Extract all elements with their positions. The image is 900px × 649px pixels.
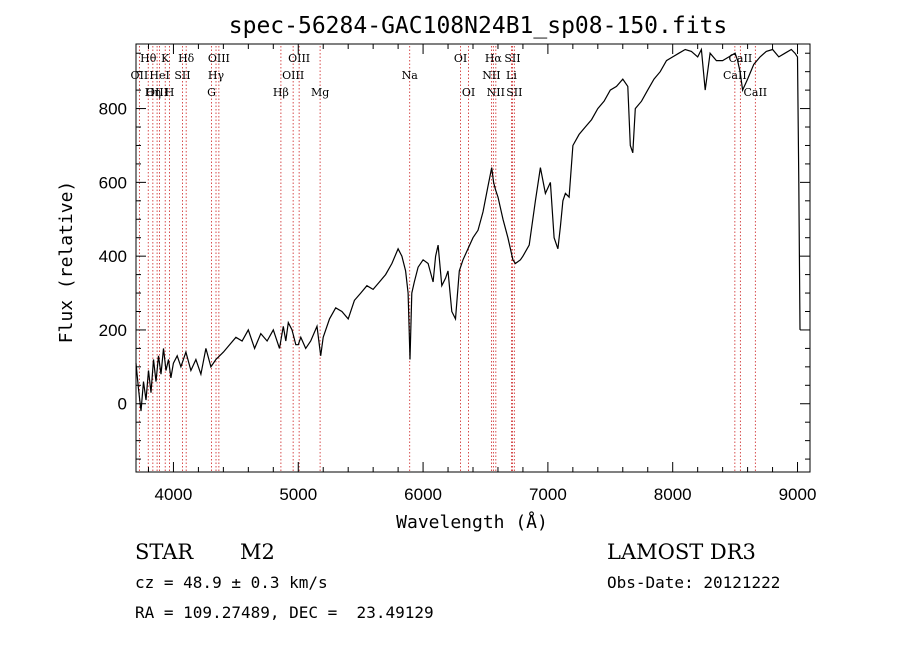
y-tick-label: 200 — [99, 321, 127, 340]
y-tick-label: 0 — [118, 395, 127, 414]
line-label: Hβ — [273, 86, 289, 99]
line-label: HeI — [149, 69, 169, 82]
line-label: G — [207, 86, 216, 99]
object-subclass: M2 — [240, 540, 275, 564]
chart-title: spec-56284-GAC108N24B1_sp08-150.fits — [229, 13, 728, 39]
line-label: NII — [482, 69, 500, 82]
line-label: OIII — [208, 52, 230, 65]
line-label: Na — [402, 69, 419, 82]
y-tick-label: 600 — [99, 173, 127, 192]
line-label: OI — [454, 52, 467, 65]
x-tick-label: 6000 — [404, 485, 442, 504]
line-label: OIII — [282, 69, 304, 82]
axis-ticks: 4000 5000 6000 7000 8000 9000 0 200 400 600 800 — [99, 44, 817, 504]
coordinates: RA = 109.27489, DEC = 23.49129 — [135, 603, 434, 622]
survey-label: LAMOST DR3 — [607, 540, 756, 564]
line-label: SII — [506, 86, 522, 99]
obs-date: Obs-Date: 20121222 — [607, 573, 781, 592]
line-label: SII — [174, 69, 190, 82]
line-label: Hθ — [140, 52, 157, 65]
x-tick-label: 8000 — [654, 485, 692, 504]
line-labels: Hθ OII OIII K HeI Hη H SII Hδ OIII Hγ G Hβ OIII OIII Mg… — [131, 52, 768, 99]
flux-series-line — [135, 47, 801, 412]
line-label: Hα — [485, 52, 503, 65]
object-class: STAR — [135, 540, 194, 564]
redshift-cz: cz = 48.9 ± 0.3 km/s — [135, 573, 328, 592]
line-label: CaII — [723, 69, 747, 82]
y-tick-label: 400 — [99, 247, 127, 266]
line-label: K — [161, 52, 170, 65]
line-label: OIII — [288, 52, 310, 65]
x-axis-label: Wavelength (Å) — [396, 511, 548, 533]
line-label: H — [165, 86, 175, 99]
line-label: Mg — [311, 86, 329, 99]
emission-line-markers — [138, 46, 756, 471]
line-label: NII — [487, 86, 505, 99]
y-axis-label: Flux (relative) — [56, 181, 77, 344]
line-label: Hη — [145, 86, 161, 99]
line-label: SII — [504, 52, 520, 65]
line-label: Hδ — [178, 52, 195, 65]
line-label: Li — [506, 69, 517, 82]
x-tick-label: 7000 — [529, 485, 567, 504]
x-tick-label: 4000 — [155, 485, 193, 504]
line-label: OI — [462, 86, 475, 99]
line-label: CaII — [729, 52, 753, 65]
x-tick-label: 5000 — [279, 485, 317, 504]
line-label: Hγ — [208, 69, 225, 82]
x-tick-label: 9000 — [779, 485, 817, 504]
y-tick-label: 800 — [99, 100, 127, 119]
plot-frame — [135, 43, 811, 473]
line-label: OIII — [146, 86, 168, 99]
line-label: CaII — [743, 86, 767, 99]
line-label: OII — [131, 69, 149, 82]
